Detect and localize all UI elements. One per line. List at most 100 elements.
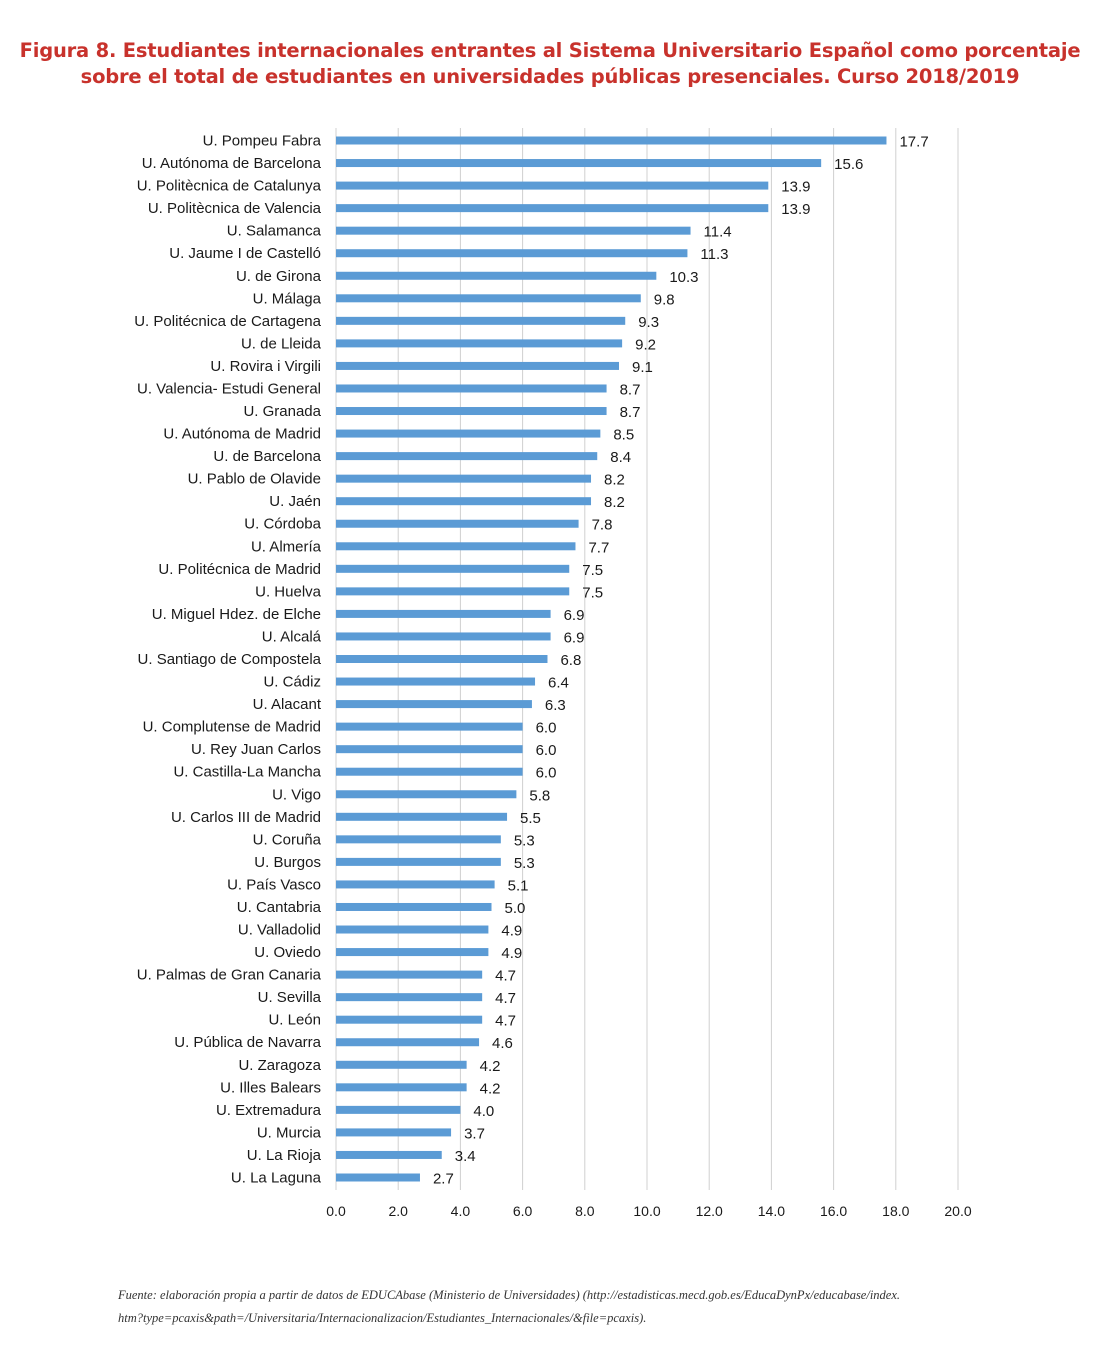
x-tick-label: 18.0 <box>882 1203 909 1219</box>
category-label: U. Palmas de Gran Canaria <box>137 967 322 984</box>
data-label: 4.9 <box>501 945 522 962</box>
data-label: 8.7 <box>620 404 641 421</box>
chart-title: Figura 8. Estudiantes internacionales en… <box>0 38 1100 90</box>
data-label: 5.3 <box>514 832 535 849</box>
bar <box>336 1083 467 1092</box>
data-label: 4.7 <box>495 990 516 1007</box>
category-label: U. Valencia- Estudi General <box>137 380 321 397</box>
data-label: 8.4 <box>610 449 631 466</box>
category-label: U. Granada <box>243 403 321 420</box>
data-label: 7.8 <box>592 517 613 534</box>
data-label: 4.7 <box>495 1013 516 1030</box>
category-label: U. Pablo de Olavide <box>188 471 321 488</box>
data-label: 7.7 <box>588 539 609 556</box>
data-label: 8.5 <box>613 427 634 444</box>
data-label: 6.9 <box>564 629 585 646</box>
bar <box>336 925 489 934</box>
category-label: U. Burgos <box>254 854 321 871</box>
data-label: 7.5 <box>582 562 603 579</box>
data-label: 6.9 <box>564 607 585 624</box>
bar <box>336 880 495 889</box>
data-label: 4.7 <box>495 968 516 985</box>
x-tick-label: 8.0 <box>575 1203 595 1219</box>
data-label: 11.3 <box>700 246 728 263</box>
bar <box>336 587 570 596</box>
category-label: U. Rey Juan Carlos <box>191 741 321 758</box>
category-label: U. Cádiz <box>263 674 321 691</box>
bar <box>336 271 657 280</box>
bar <box>336 519 579 528</box>
category-label: U. Alcalá <box>262 628 322 645</box>
bar <box>336 745 523 754</box>
data-label: 6.3 <box>545 697 566 714</box>
source-note: Fuente: elaboración propia a partir de d… <box>118 1284 1018 1330</box>
data-label: 9.2 <box>635 336 656 353</box>
bar <box>336 857 501 866</box>
bar <box>336 226 691 235</box>
data-label: 5.1 <box>508 877 529 894</box>
bar <box>336 294 641 303</box>
category-label: U. La Rioja <box>247 1147 322 1164</box>
chart-title-line-2: sobre el total de estudiantes en univers… <box>80 65 1020 88</box>
bar <box>336 812 508 821</box>
data-label: 13.9 <box>781 201 810 218</box>
bar <box>336 677 536 686</box>
bar <box>336 159 822 168</box>
category-label: U. de Girona <box>236 268 322 285</box>
data-label: 6.8 <box>560 652 581 669</box>
category-label: U. Politècnica de Valencia <box>148 200 322 217</box>
bar <box>336 542 576 551</box>
category-label: U. Cantabria <box>237 899 322 916</box>
category-label: U. Jaén <box>269 493 321 510</box>
x-tick-label: 2.0 <box>388 1203 408 1219</box>
category-label: U. Complutense de Madrid <box>143 719 321 736</box>
x-tick-label: 12.0 <box>696 1203 723 1219</box>
category-label: U. Huelva <box>255 583 322 600</box>
bar <box>336 655 548 663</box>
bar <box>336 204 769 213</box>
category-label: U. Valladolid <box>238 922 321 939</box>
category-label: U. Autónoma de Barcelona <box>142 155 322 172</box>
category-label: U. Salamanca <box>227 223 322 240</box>
bar <box>336 474 592 483</box>
bar <box>336 384 607 393</box>
category-label: U. Politècnica de Catalunya <box>137 178 322 195</box>
bar-chart: 0.0 2.0 4.0 6.0 8.0 10.0 12.0 14.0 16.0 18.0 20.0 U… <box>134 128 972 1219</box>
x-tick-label: 4.0 <box>451 1203 471 1219</box>
bar <box>336 407 607 416</box>
data-label: 3.4 <box>455 1148 476 1165</box>
source-note-line-2: htm?type=pcaxis&path=/Universitaria/Inte… <box>118 1311 647 1325</box>
bar <box>336 429 601 438</box>
category-label: U. Illes Balears <box>220 1079 321 1096</box>
bar <box>336 632 551 641</box>
bar <box>336 1015 483 1024</box>
data-label: 11.4 <box>704 224 732 241</box>
data-label: 8.2 <box>604 472 625 489</box>
x-tick-label: 20.0 <box>944 1203 971 1219</box>
category-label: U. Pompeu Fabra <box>203 133 322 150</box>
data-label: 5.8 <box>529 787 550 804</box>
bar <box>336 902 492 911</box>
category-label: U. Murcia <box>257 1124 322 1141</box>
category-label: U. Vigo <box>272 786 321 803</box>
data-label: 7.5 <box>582 584 603 601</box>
category-label: U. Rovira i Virgili <box>210 358 321 375</box>
category-label: U. de Barcelona <box>213 448 321 465</box>
bar <box>336 722 523 731</box>
category-label: U. Coruña <box>253 831 322 848</box>
category-label: U. Carlos III de Madrid <box>171 809 321 826</box>
category-label: U. Politécnica de Madrid <box>158 561 321 578</box>
data-label: 5.0 <box>505 900 526 917</box>
category-label: U. Almería <box>251 538 322 555</box>
category-label: U. Oviedo <box>254 944 321 961</box>
chart-title-line-1: Figura 8. Estudiantes internacionales en… <box>19 39 1081 62</box>
category-label: U. Córdoba <box>244 516 321 533</box>
x-tick-label: 16.0 <box>820 1203 847 1219</box>
data-label: 4.2 <box>480 1058 501 1075</box>
bar <box>336 970 483 979</box>
data-label: 9.8 <box>654 291 675 308</box>
category-label: U. de Lleida <box>241 335 322 352</box>
data-label: 15.6 <box>834 156 863 173</box>
bar <box>336 452 598 461</box>
data-label: 4.0 <box>473 1103 494 1120</box>
